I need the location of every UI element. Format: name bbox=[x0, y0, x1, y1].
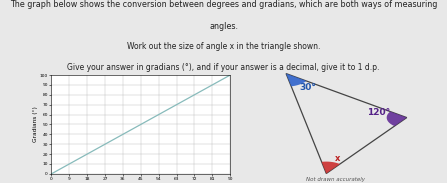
Polygon shape bbox=[387, 111, 407, 126]
Text: The graph below shows the conversion between degrees and gradians, which are bot: The graph below shows the conversion bet… bbox=[10, 0, 437, 9]
Text: 120°: 120° bbox=[367, 108, 390, 117]
Text: Work out the size of angle x in the triangle shown.: Work out the size of angle x in the tria… bbox=[127, 42, 320, 51]
Text: 30°: 30° bbox=[299, 83, 316, 92]
Text: Give your answer in gradians (°), and if your answer is a decimal, give it to 1 : Give your answer in gradians (°), and if… bbox=[67, 63, 380, 72]
Polygon shape bbox=[286, 74, 306, 86]
Text: x: x bbox=[335, 154, 340, 163]
Text: Not drawn accurately: Not drawn accurately bbox=[306, 177, 365, 182]
Y-axis label: Gradians (°): Gradians (°) bbox=[33, 107, 38, 142]
Polygon shape bbox=[322, 162, 340, 173]
Text: angles.: angles. bbox=[209, 22, 238, 31]
